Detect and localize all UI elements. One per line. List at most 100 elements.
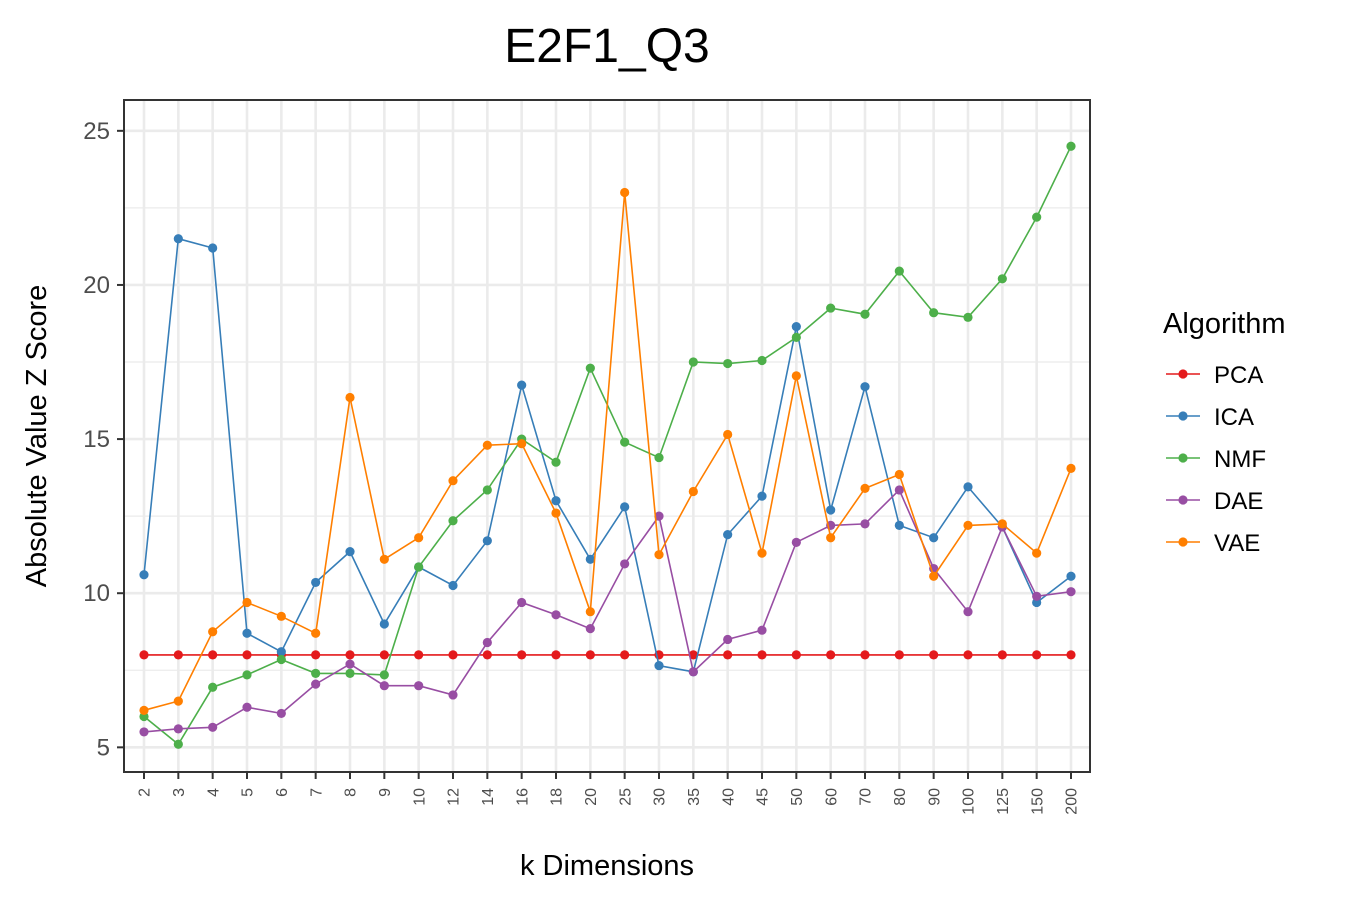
x-tick-label: 60 [823,788,840,806]
data-point [311,577,321,588]
data-point [860,382,870,392]
data-point [379,650,389,660]
x-tick-label: 25 [617,788,634,806]
data-point [482,485,492,495]
x-tick-label: 80 [892,788,909,806]
legend-label: DAE [1214,488,1263,515]
data-point [551,650,561,660]
data-point [929,650,939,660]
legend-item-vae: VAE [1166,530,1260,557]
data-point [723,634,733,645]
data-point [654,452,664,463]
data-point [929,571,939,581]
data-point [963,482,973,492]
data-point [345,392,355,403]
x-tick-label: 20 [583,788,600,806]
data-point [276,708,286,719]
data-point [482,440,492,450]
data-point [517,380,527,390]
legend-key-point [1178,537,1188,547]
data-point [585,650,595,660]
data-point [723,650,733,660]
data-point [1066,141,1076,151]
data-point [929,308,939,318]
x-tick-label: 7 [308,788,325,797]
x-tick-label: 12 [446,788,463,806]
data-point [894,520,904,530]
x-tick-label: 9 [377,788,394,797]
data-point [173,724,183,734]
data-point [414,681,424,691]
data-point [276,654,286,665]
data-point [1066,650,1076,660]
data-point [1032,548,1042,558]
data-point [997,519,1007,529]
series-ica [139,234,1076,677]
data-point [1066,587,1076,597]
y-tick-label: 25 [83,118,110,145]
x-tick-label: 100 [961,788,978,815]
data-point [482,637,492,648]
series-vae [139,187,1076,715]
data-point [448,690,458,700]
legend-item-ica: ICA [1166,404,1254,431]
legend-item-dae: DAE [1166,488,1263,515]
legend-key-point [1178,411,1188,421]
legend-label: VAE [1214,530,1260,557]
data-point [448,476,458,486]
x-tick-label: 90 [926,788,943,806]
y-tick-label: 10 [83,580,110,607]
data-point [242,670,252,680]
series-group [139,141,1076,749]
legend-item-nmf: NMF [1166,446,1266,473]
data-point [173,650,183,660]
data-point [654,550,664,560]
x-axis-title: k Dimensions [520,850,694,882]
data-point [414,533,424,543]
data-point [551,508,561,518]
data-point [620,559,630,569]
x-tick-label: 125 [995,788,1012,815]
data-point [894,266,904,276]
y-axis: 5 10 15 20 25 [83,118,124,761]
data-point [482,536,492,546]
data-point [379,681,389,691]
data-point [791,371,801,381]
data-point [448,650,458,660]
data-point [517,597,527,608]
x-tick-label: 8 [343,788,360,797]
data-point [963,650,973,660]
series-line-dae [143,488,1072,733]
x-tick-label: 2 [137,788,154,797]
x-tick-label: 30 [652,788,669,806]
data-point [1066,571,1076,581]
data-point [517,439,527,449]
data-point [311,650,321,660]
x-tick-label: 45 [755,788,772,806]
data-point [414,562,424,572]
data-point [173,739,183,749]
data-point [826,303,836,313]
data-point [688,357,698,367]
chart-title: E2F1_Q3 [504,20,709,73]
data-point [208,722,218,732]
data-point [620,502,630,512]
data-point [757,650,767,660]
data-point [860,483,870,494]
data-point [139,705,149,715]
data-point [379,554,389,564]
x-tick-label: 14 [480,788,497,806]
data-point [860,519,870,529]
data-point [929,533,939,543]
data-point [757,625,767,635]
data-point [860,650,870,660]
data-point [654,511,664,521]
data-point [345,668,355,678]
data-point [757,491,767,501]
y-tick-label: 5 [97,734,110,761]
data-point [208,627,218,637]
data-point [448,516,458,526]
data-point [1066,463,1076,473]
data-point [860,309,870,319]
x-tick-label: 5 [240,788,257,797]
